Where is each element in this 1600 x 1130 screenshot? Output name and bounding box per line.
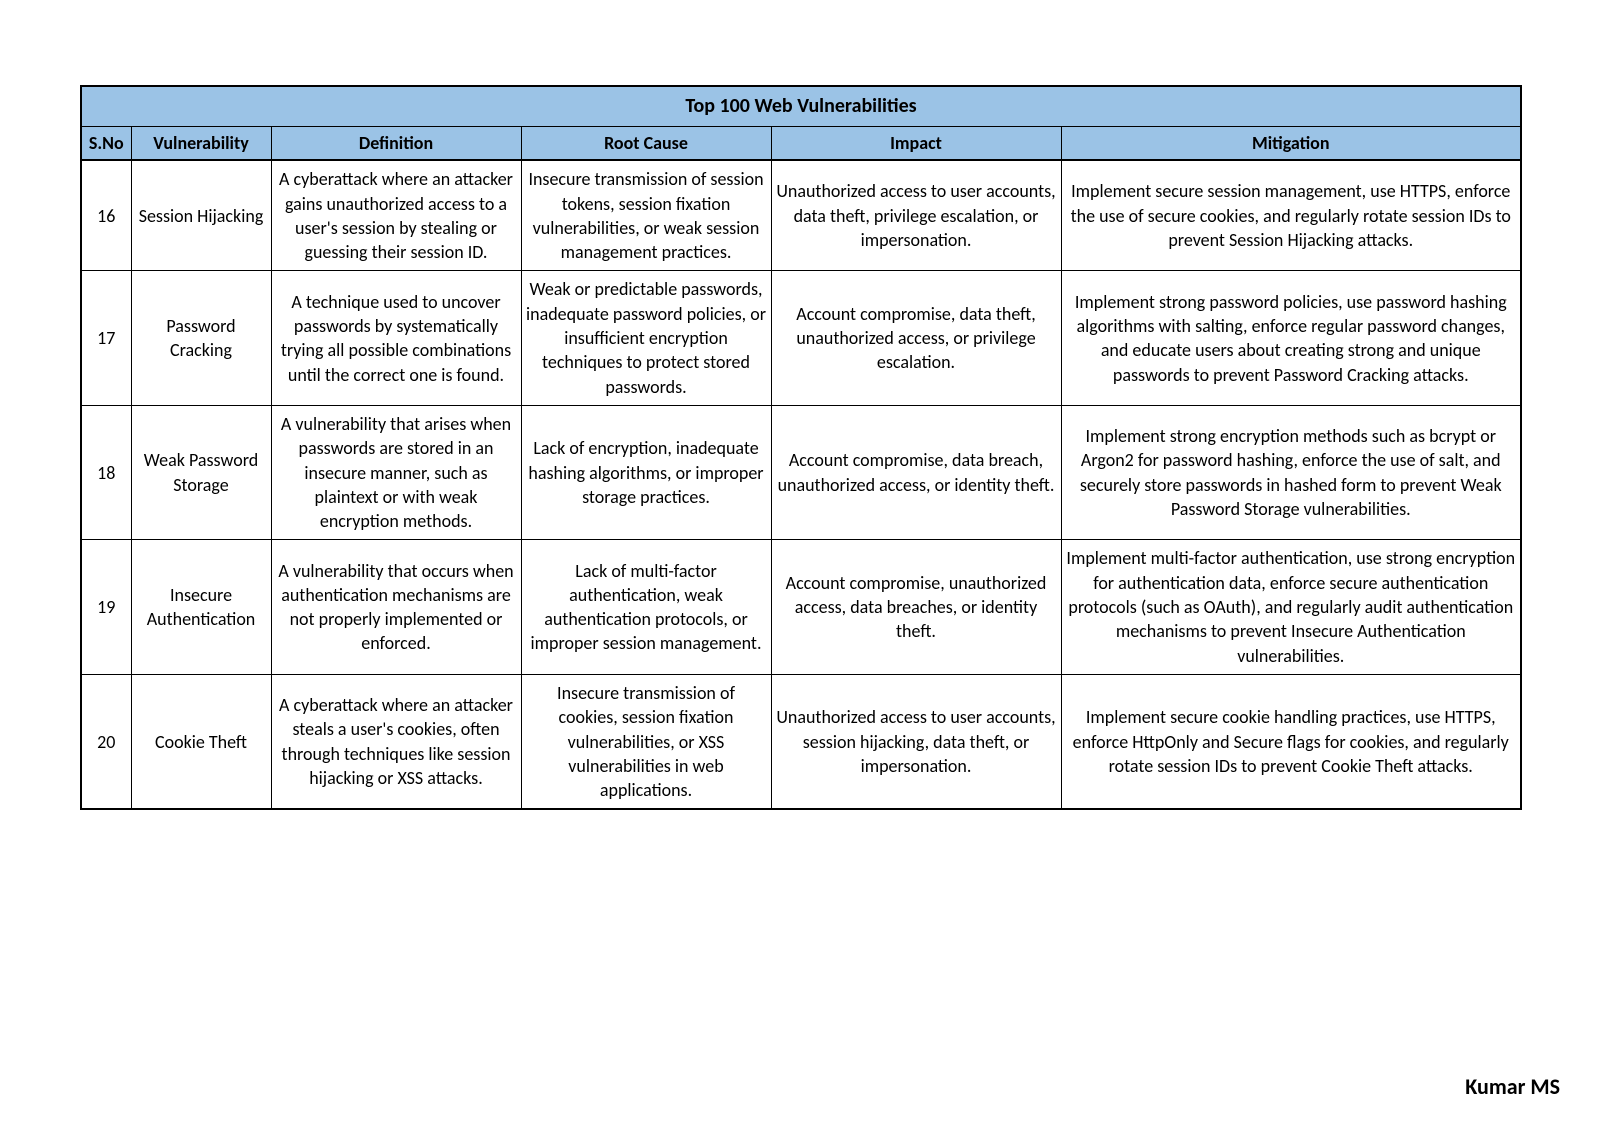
cell-vulnerability: Session Hijacking xyxy=(131,160,271,271)
cell-root-cause: Insecure transmission of cookies, sessio… xyxy=(521,674,771,809)
column-header-vulnerability: Vulnerability xyxy=(131,127,271,161)
cell-definition: A cyberattack where an attacker gains un… xyxy=(271,160,521,271)
table-title-row: Top 100 Web Vulnerabilities xyxy=(81,86,1521,127)
cell-definition: A vulnerability that occurs when authent… xyxy=(271,540,521,674)
column-header-mitigation: Mitigation xyxy=(1061,127,1521,161)
cell-vulnerability: Cookie Theft xyxy=(131,674,271,809)
cell-sno: 17 xyxy=(81,271,131,405)
cell-impact: Account compromise, data theft, unauthor… xyxy=(771,271,1061,405)
vulnerabilities-table: Top 100 Web Vulnerabilities S.No Vulnera… xyxy=(80,85,1522,810)
table-header-row: S.No Vulnerability Definition Root Cause… xyxy=(81,127,1521,161)
cell-root-cause: Weak or predictable passwords, inadequat… xyxy=(521,271,771,405)
vulnerabilities-table-container: Top 100 Web Vulnerabilities S.No Vulnera… xyxy=(80,85,1520,810)
cell-mitigation: Implement secure cookie handling practic… xyxy=(1061,674,1521,809)
cell-impact: Account compromise, data breach, unautho… xyxy=(771,405,1061,539)
cell-impact: Unauthorized access to user accounts, da… xyxy=(771,160,1061,271)
column-header-definition: Definition xyxy=(271,127,521,161)
cell-root-cause: Lack of encryption, inadequate hashing a… xyxy=(521,405,771,539)
cell-mitigation: Implement multi-factor authentication, u… xyxy=(1061,540,1521,674)
cell-mitigation: Implement secure session management, use… xyxy=(1061,160,1521,271)
cell-mitigation: Implement strong encryption methods such… xyxy=(1061,405,1521,539)
table-row: 16 Session Hijacking A cyberattack where… xyxy=(81,160,1521,271)
cell-mitigation: Implement strong password policies, use … xyxy=(1061,271,1521,405)
cell-root-cause: Insecure transmission of session tokens,… xyxy=(521,160,771,271)
cell-sno: 16 xyxy=(81,160,131,271)
cell-definition: A vulnerability that arises when passwor… xyxy=(271,405,521,539)
attribution-text: Kumar MS xyxy=(1465,1073,1560,1100)
cell-impact: Account compromise, unauthorized access,… xyxy=(771,540,1061,674)
cell-impact: Unauthorized access to user accounts, se… xyxy=(771,674,1061,809)
cell-vulnerability: Insecure Authentication xyxy=(131,540,271,674)
cell-sno: 20 xyxy=(81,674,131,809)
cell-sno: 19 xyxy=(81,540,131,674)
cell-definition: A cyberattack where an attacker steals a… xyxy=(271,674,521,809)
cell-root-cause: Lack of multi-factor authentication, wea… xyxy=(521,540,771,674)
cell-sno: 18 xyxy=(81,405,131,539)
cell-vulnerability: Weak Password Storage xyxy=(131,405,271,539)
column-header-root-cause: Root Cause xyxy=(521,127,771,161)
cell-definition: A technique used to uncover passwords by… xyxy=(271,271,521,405)
column-header-sno: S.No xyxy=(81,127,131,161)
table-row: 17 Password Cracking A technique used to… xyxy=(81,271,1521,405)
table-row: 20 Cookie Theft A cyberattack where an a… xyxy=(81,674,1521,809)
column-header-impact: Impact xyxy=(771,127,1061,161)
cell-vulnerability: Password Cracking xyxy=(131,271,271,405)
table-title: Top 100 Web Vulnerabilities xyxy=(81,86,1521,127)
table-row: 18 Weak Password Storage A vulnerability… xyxy=(81,405,1521,539)
table-row: 19 Insecure Authentication A vulnerabili… xyxy=(81,540,1521,674)
